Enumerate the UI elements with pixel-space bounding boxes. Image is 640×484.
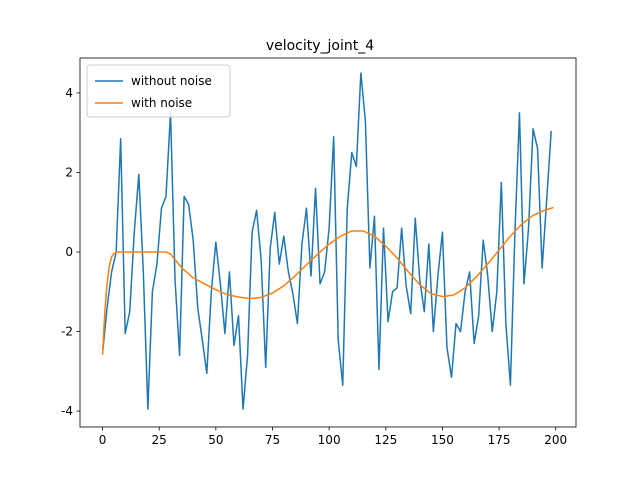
- series-line: [101, 72, 552, 410]
- legend-label: without noise: [131, 74, 212, 88]
- y-tick-label: 2: [65, 166, 73, 180]
- y-tick-label: 4: [65, 86, 73, 100]
- x-tick-label: 75: [265, 433, 280, 447]
- x-tick-label: 175: [488, 433, 511, 447]
- y-tick-label: -4: [61, 404, 73, 418]
- legend-label: with noise: [131, 96, 192, 110]
- x-tick-label: 50: [208, 433, 223, 447]
- y-tick-label: -2: [61, 325, 73, 339]
- y-tick-label: 0: [65, 245, 73, 259]
- x-tick-label: 100: [318, 433, 341, 447]
- series-line: [101, 206, 554, 355]
- legend-box: [86, 64, 231, 118]
- x-tick-label: 150: [431, 433, 454, 447]
- plot-frame: [79, 57, 577, 428]
- chart-title: velocity_joint_4: [266, 38, 374, 54]
- x-tick-label: 125: [374, 433, 397, 447]
- x-tick-label: 200: [544, 433, 567, 447]
- x-tick-label: 25: [152, 433, 167, 447]
- x-tick-label: 0: [99, 433, 107, 447]
